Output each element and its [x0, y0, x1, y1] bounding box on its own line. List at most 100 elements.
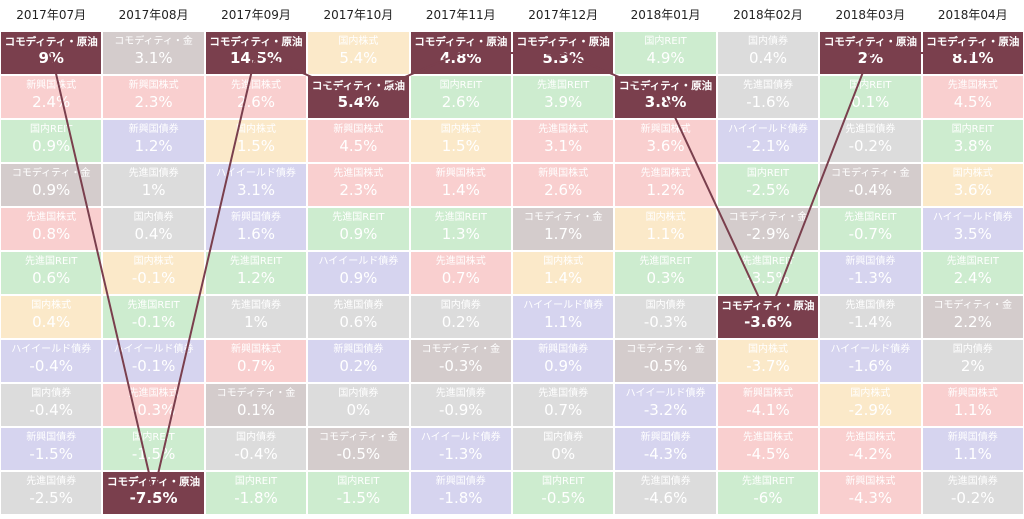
cell-asset-name: 先進国REIT: [25, 256, 78, 267]
cell-asset-name: コモディティ・原油: [107, 476, 201, 488]
cell-value: 0%: [551, 445, 576, 463]
cell: 国内株式 1.1%: [615, 208, 716, 250]
month-header: 2017年12月: [528, 8, 599, 22]
cell-asset-name: 先進国株式: [538, 124, 589, 135]
cell-asset-name: 先進国債券: [845, 300, 896, 311]
cell: 国内債券 0.4%: [717, 32, 819, 74]
cell-value: 0.2%: [441, 313, 480, 331]
cell: 新興国債券 -4.3%: [615, 428, 716, 470]
cell-highlight: コモディティ・原油 8.1%: [922, 32, 1023, 74]
cell-value: 3.5%: [953, 225, 992, 243]
cell: 新興国債券 -1.5%: [1, 428, 102, 470]
cell-value: 3.8%: [644, 93, 687, 111]
cell-asset-name: 新興国債券: [640, 432, 691, 443]
cell-value: 4.8%: [439, 49, 482, 67]
cell-highlight: コモディティ・原油 -7.5%: [103, 472, 204, 514]
cell: 先進国債券 0.6%: [308, 296, 409, 338]
month-header: 2018年04月: [937, 8, 1008, 22]
cell-asset-name: コモディティ・原油: [823, 36, 917, 48]
cell-value: 1%: [141, 181, 166, 199]
month-header: 2018年03月: [835, 8, 906, 22]
cell: 新興国株式 4.5%: [308, 120, 409, 162]
cell-asset-name: 新興国株式: [435, 168, 486, 179]
cell-asset-name: 先進国株式: [26, 212, 77, 223]
cell-value: -2.1%: [746, 137, 790, 155]
cell-value: 3.6%: [646, 137, 685, 155]
month-header: 2017年07月: [16, 8, 87, 22]
month-header: 2017年10月: [323, 8, 394, 22]
cell-highlight: コモディティ・原油 4.8%: [410, 32, 511, 74]
cell-asset-name: 先進国債券: [230, 300, 281, 311]
cell-value: -0.4%: [29, 401, 73, 419]
cell-value: 2.6%: [441, 93, 480, 111]
cell-value: -6%: [753, 489, 783, 507]
cell-asset-name: 先進国REIT: [434, 212, 487, 223]
cell-value: 1.1%: [544, 313, 583, 331]
cell-value: 2.2%: [953, 313, 992, 331]
cell-value: 2.4%: [32, 93, 71, 111]
cell-value: -3.7%: [746, 357, 790, 375]
cell-asset-name: コモディティ・金: [523, 212, 603, 223]
cell-value: 0.1%: [851, 93, 890, 111]
cell: 国内債券 -0.4%: [205, 428, 307, 470]
cell: 国内株式 1.5%: [205, 120, 307, 162]
cell-asset-name: 先進国REIT: [946, 256, 999, 267]
cell-asset-name: コモディティ・原油: [619, 80, 713, 92]
cell: 国内債券 0.2%: [410, 296, 511, 338]
cell-value: 5.3%: [542, 49, 584, 67]
cell-asset-name: コモディティ・原油: [414, 36, 508, 48]
cell: コモディティ・金 -0.5%: [615, 340, 716, 382]
cell-value: -0.2%: [848, 137, 893, 155]
cell-asset-name: コモディティ・原油: [926, 36, 1020, 48]
cell: コモディティ・金 1.7%: [513, 208, 614, 250]
cell-value: -4.1%: [746, 401, 790, 419]
cell: 国内債券 0%: [513, 428, 614, 470]
cell-value: -1.8%: [234, 489, 278, 507]
cell-asset-name: コモディティ・金: [319, 432, 398, 443]
cell-asset-name: 国内株式: [338, 36, 379, 47]
cell-asset-name: 先進国REIT: [741, 476, 795, 487]
cell-value: -1.3%: [848, 269, 893, 287]
cell-asset-name: 国内債券: [235, 432, 276, 443]
cell-asset-name: 新興国株式: [230, 344, 281, 355]
cell-asset-name: ハイイールド債券: [932, 212, 1013, 223]
cell-asset-name: 新興国債券: [26, 432, 77, 443]
cell-asset-name: ハイイールド債券: [113, 344, 194, 355]
cell-value: 1%: [244, 313, 268, 331]
cell-value: 2.6%: [236, 93, 276, 111]
cell-value: 5.4%: [337, 93, 380, 111]
cell-asset-name: 先進国債券: [26, 476, 77, 487]
cell: 先進国株式 2.6%: [205, 76, 307, 118]
cell-asset-name: 新興国債券: [947, 432, 998, 443]
cell: 国内株式 1.5%: [410, 120, 511, 162]
cell: ハイイールド債券 -3.2%: [615, 384, 716, 426]
cell-asset-name: 国内株式: [31, 300, 72, 311]
cell-asset-name: 新興国株式: [333, 124, 384, 135]
cell-highlight: コモディティ・原油 5.4%: [308, 76, 409, 118]
cell-value: -0.1%: [131, 269, 176, 287]
cell-value: -7.5%: [129, 489, 178, 507]
cell-value: 0.3%: [646, 269, 685, 287]
cell-asset-name: ハイイールド債券: [830, 344, 911, 355]
cell-value: 0.7%: [236, 357, 276, 375]
cell: 先進国REIT -3.5%: [717, 252, 819, 294]
cell-highlight: コモディティ・原油 2%: [820, 32, 921, 74]
cell-value: 3.6%: [953, 181, 992, 199]
cell: ハイイールド債券 -0.4%: [1, 340, 102, 382]
cell: 先進国REIT 0.9%: [308, 208, 409, 250]
cell-asset-name: 国内REIT: [234, 476, 278, 487]
cell-asset-name: 先進国債券: [538, 388, 589, 399]
cell-asset-name: コモディティ・原油: [721, 300, 815, 312]
cell-highlight: コモディティ・原油 3.8%: [615, 76, 716, 118]
cell: 国内株式 5.4%: [308, 32, 409, 74]
cell-value: -0.3%: [131, 401, 176, 419]
cell: 国内株式 -2.9%: [820, 384, 921, 426]
cell: 新興国株式 -4.1%: [717, 384, 819, 426]
cell: 国内株式 1.4%: [513, 252, 614, 294]
cell-asset-name: コモディティ・金: [114, 36, 193, 47]
cell: 先進国REIT 3.9%: [513, 76, 614, 118]
cell-asset-name: 国内債券: [440, 300, 481, 311]
cell-value: -4.3%: [848, 489, 893, 507]
cell-asset-name: 先進国株式: [333, 168, 384, 179]
cell-value: 1.2%: [134, 137, 173, 155]
